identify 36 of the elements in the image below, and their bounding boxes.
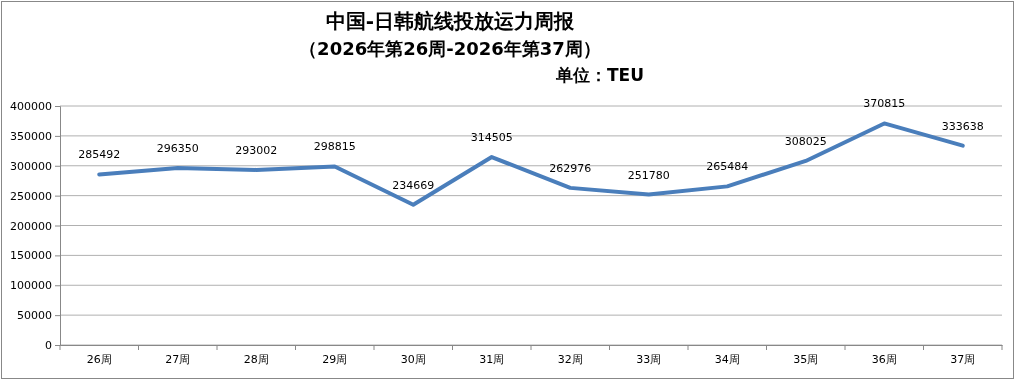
y-tick-label: 300000 — [10, 159, 52, 173]
data-label: 314505 — [470, 131, 513, 145]
y-tick-label: 0 — [45, 339, 52, 353]
data-label: 296350 — [156, 141, 199, 155]
x-tick-label: 28周 — [243, 352, 269, 366]
data-label: 308025 — [784, 134, 827, 148]
data-label: 285492 — [78, 148, 121, 162]
text: 单位：TEU — [554, 65, 645, 85]
x-tick-label: 26周 — [86, 352, 112, 366]
data-label: 298815 — [313, 140, 356, 154]
data-label: 265484 — [706, 160, 749, 174]
data-label: 234669 — [392, 178, 435, 192]
x-tick-label: 32周 — [557, 352, 583, 366]
y-tick-label: 50000 — [17, 309, 52, 323]
y-tick-label: 350000 — [10, 129, 52, 143]
x-tick-label: 27周 — [165, 352, 191, 366]
data-label: 251780 — [627, 168, 670, 182]
y-tick-label: 400000 — [10, 100, 52, 114]
data-label: 333638 — [941, 119, 984, 133]
x-tick-label: 33周 — [636, 352, 662, 366]
data-label: 262976 — [549, 161, 592, 175]
x-tick-label: 29周 — [322, 352, 348, 366]
y-tick-label: 100000 — [10, 279, 52, 293]
x-tick-label: 36周 — [871, 352, 897, 366]
x-tick-label: 34周 — [714, 352, 740, 366]
y-tick-label: 150000 — [10, 249, 52, 263]
x-tick-label: 35周 — [793, 352, 819, 366]
chart-title: 中国-日韩航线投放运力周报 — [325, 9, 576, 33]
x-tick-label: 31周 — [479, 352, 505, 366]
x-tick-label: 37周 — [950, 352, 976, 366]
data-label: 370815 — [863, 97, 906, 111]
chart-subtitle: （2026年第26周-2026年第37周） — [299, 38, 601, 59]
x-tick-label: 30周 — [400, 352, 426, 366]
y-tick-label: 250000 — [10, 189, 52, 203]
data-label: 293002 — [235, 143, 278, 157]
y-tick-label: 200000 — [10, 219, 52, 233]
